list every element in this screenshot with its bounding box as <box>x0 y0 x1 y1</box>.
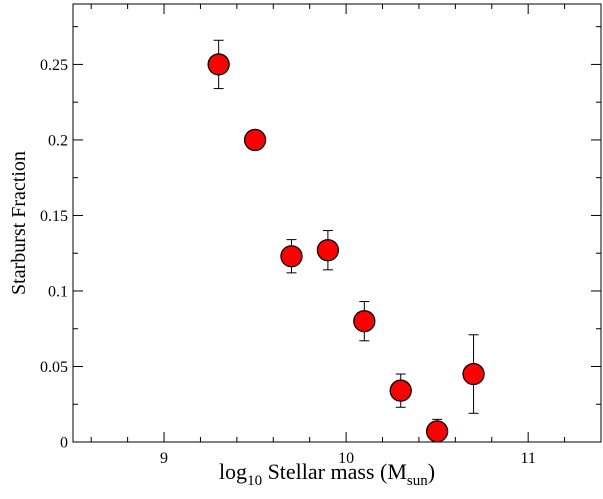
x-tick-label: 11 <box>520 450 535 467</box>
x-axis-label-main: log <box>219 459 247 484</box>
data-point <box>280 245 303 268</box>
y-tick-label: 0.15 <box>40 208 68 225</box>
y-tick-label: 0.1 <box>48 283 68 300</box>
ticks-layer: 9 10 11 0 0.05 0.1 0.15 0.2 0.25 <box>40 4 602 467</box>
y-tick-label: 0 <box>60 435 68 452</box>
data-point <box>207 53 230 76</box>
points-layer <box>207 53 485 443</box>
x-axis-label-rest: Stellar mass (M <box>262 459 407 484</box>
data-point <box>462 362 485 386</box>
x-axis-label-close: ) <box>428 459 435 484</box>
y-axis-label: Starburst Fraction <box>8 151 30 295</box>
data-point <box>243 128 267 152</box>
x-axis-label-main-subscript: 10 <box>247 473 262 489</box>
data-point <box>389 379 412 402</box>
x-axis-label-rest-subscript: sun <box>407 473 428 489</box>
errorbar-layer <box>213 39 479 443</box>
plot-frame <box>72 3 602 443</box>
x-tick-label: 10 <box>338 450 354 467</box>
data-point <box>425 420 449 443</box>
data-point <box>353 310 376 333</box>
data-point <box>316 239 340 262</box>
y-tick-label: 0.05 <box>40 359 68 376</box>
y-tick-label: 0.2 <box>48 132 68 149</box>
y-tick-label: 0.25 <box>40 57 68 74</box>
x-axis-label: log10 Stellar mass (Msun) <box>219 459 435 489</box>
x-tick-label: 9 <box>160 450 168 467</box>
